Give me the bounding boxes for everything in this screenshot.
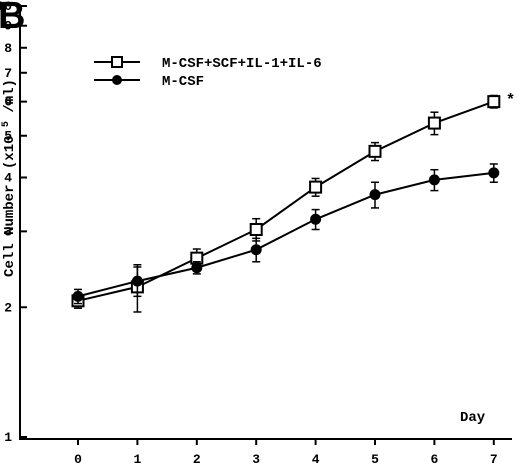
data-point-filled-circle bbox=[191, 262, 203, 274]
legend-marker-filled-circle bbox=[112, 75, 122, 85]
legend-label-combo: M-CSF+SCF+IL-1+IL-6 bbox=[162, 56, 322, 72]
series-line bbox=[77, 171, 494, 298]
data-point-filled-circle bbox=[250, 244, 262, 256]
x-axis-label: Day bbox=[460, 410, 486, 426]
x-tick-label: 4 bbox=[312, 452, 320, 465]
y-tick-label: 7 bbox=[4, 66, 12, 81]
data-point-open-square bbox=[249, 222, 263, 236]
series-combo bbox=[71, 94, 501, 313]
x-tick-label: 5 bbox=[371, 452, 379, 465]
series-mcsf bbox=[72, 163, 500, 305]
y-axis-label-unit: (x10 bbox=[2, 136, 18, 170]
x-tick-label: 0 bbox=[74, 452, 82, 465]
data-point-open-square bbox=[368, 144, 382, 158]
y-tick-label: 2 bbox=[4, 300, 12, 315]
data-point-open-square bbox=[309, 180, 323, 194]
legend-entry-combo: M-CSF+SCF+IL-1+IL-6 bbox=[94, 56, 322, 72]
y-axis-label-main: Cell Number bbox=[2, 185, 18, 277]
y-tick-label: 1 bbox=[4, 430, 12, 445]
plot-area: * bbox=[71, 92, 516, 313]
y-tick-label: 9 bbox=[4, 19, 12, 34]
data-point-open-square bbox=[427, 116, 441, 130]
y-tick-label: 8 bbox=[4, 41, 12, 56]
significance-asterisk: * bbox=[506, 92, 516, 110]
y-axis-ticks: 1 2 3 4 5 6 7 8 9 10 bbox=[0, 0, 27, 445]
x-tick-label: 2 bbox=[193, 452, 201, 465]
x-tick-label: 7 bbox=[490, 452, 498, 465]
y-tick-label: 4 bbox=[4, 171, 12, 186]
legend-entry-mcsf: M-CSF bbox=[94, 74, 204, 90]
y-tick-label: 10 bbox=[0, 0, 12, 14]
y-axis-label-unit-tail: /ml) bbox=[2, 79, 18, 113]
data-point-filled-circle bbox=[310, 213, 322, 225]
y-axis-label: Cell Number (x10 5 /ml) bbox=[0, 79, 18, 277]
data-point-filled-circle bbox=[488, 167, 500, 179]
data-point-filled-circle bbox=[131, 275, 143, 287]
data-point-filled-circle bbox=[72, 290, 84, 302]
legend-marker-open-square bbox=[111, 56, 123, 68]
y-tick-label: 3 bbox=[4, 224, 12, 239]
data-point-filled-circle bbox=[369, 189, 381, 201]
data-point-filled-circle bbox=[428, 174, 440, 186]
y-axis-label-exponent: 5 bbox=[1, 121, 12, 127]
series-line bbox=[77, 100, 495, 302]
legend: M-CSF+SCF+IL-1+IL-6 M-CSF bbox=[94, 56, 322, 90]
x-tick-label: 3 bbox=[252, 452, 260, 465]
x-tick-label: 6 bbox=[430, 452, 438, 465]
x-axis-ticks: 0 1 2 3 4 5 6 7 bbox=[74, 439, 498, 465]
y-tick-label: 6 bbox=[4, 95, 12, 110]
data-point-open-square bbox=[487, 95, 501, 109]
y-tick-label: 5 bbox=[4, 129, 12, 144]
x-tick-label: 1 bbox=[133, 452, 141, 465]
legend-label-mcsf: M-CSF bbox=[162, 74, 204, 90]
